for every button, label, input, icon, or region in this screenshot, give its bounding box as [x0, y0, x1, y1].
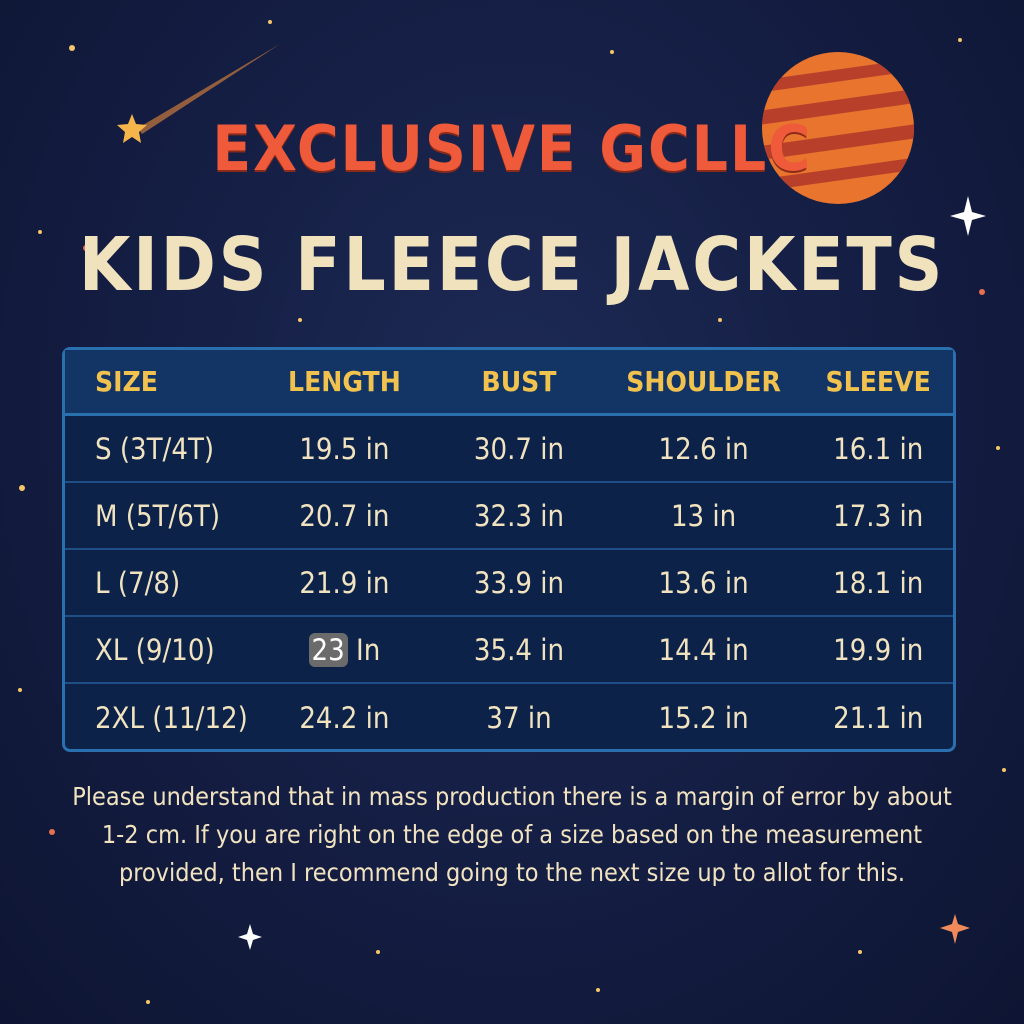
cell-bust: 37 in — [486, 700, 552, 735]
cell-sleeve: 21.1 in — [833, 700, 924, 735]
cell-sleeve: 18.1 in — [833, 565, 924, 600]
product-title: KIDS FLEECE JACKETS — [78, 222, 946, 308]
header-length: LENGTH — [288, 365, 401, 398]
cell-shoulder: 12.6 in — [658, 431, 749, 466]
table-row: XL (9/10) 23 In 35.4 in 14.4 in 19.9 in — [65, 617, 953, 684]
cell-shoulder: 14.4 in — [658, 632, 749, 667]
brand-title: EXCLUSIVE GCLLC — [212, 112, 812, 185]
cell-size: M (5T/6T) — [95, 498, 221, 533]
cell-size: 2XL (11/12) — [95, 700, 248, 735]
cell-size: L (7/8) — [95, 565, 181, 600]
header-shoulder: SHOULDER — [626, 365, 781, 398]
cell-bust: 35.4 in — [473, 632, 565, 667]
table-row: L (7/8) 21.9 in 33.9 in 13.6 in 18.1 in — [65, 550, 953, 617]
cell-bust: 32.3 in — [473, 498, 565, 533]
cell-length: 19.5 in — [299, 431, 390, 466]
cell-size: XL (9/10) — [95, 632, 215, 667]
header-sleeve: SLEEVE — [825, 365, 931, 398]
table-header-row: SIZE LENGTH BUST SHOULDER SLEEVE — [65, 350, 953, 416]
sparkle-icon — [238, 196, 986, 950]
shooting-star-icon — [117, 44, 280, 143]
cell-bust: 33.9 in — [473, 565, 565, 600]
highlighted-value: 23 — [308, 632, 348, 667]
cell-length: 24.2 in — [299, 700, 390, 735]
header-bust: BUST — [481, 365, 557, 398]
planet-icon — [762, 52, 914, 204]
cell-sleeve: 16.1 in — [833, 431, 924, 466]
stars — [18, 20, 1006, 1004]
table-row: S (3T/4T) 19.5 in 30.7 in 12.6 in 16.1 in — [65, 416, 953, 483]
cell-shoulder: 13 in — [670, 498, 737, 533]
table-row: 2XL (11/12) 24.2 in 37 in 15.2 in 21.1 in — [65, 684, 953, 751]
cell-shoulder: 15.2 in — [658, 700, 749, 735]
cell-sleeve: 19.9 in — [833, 632, 924, 667]
header-size: SIZE — [95, 365, 158, 398]
cell-size: S (3T/4T) — [95, 431, 215, 466]
table-row: M (5T/6T) 20.7 in 32.3 in 13 in 17.3 in — [65, 483, 953, 550]
size-chart-table: SIZE LENGTH BUST SHOULDER SLEEVE S (3T/4… — [62, 347, 956, 752]
cell-length: 23 In — [255, 632, 435, 667]
cell-bust: 30.7 in — [473, 431, 565, 466]
cell-length: 20.7 in — [299, 498, 390, 533]
cell-length: 21.9 in — [299, 565, 390, 600]
cell-sleeve: 17.3 in — [833, 498, 924, 533]
cell-shoulder: 13.6 in — [658, 565, 749, 600]
disclaimer-note: Please understand that in mass productio… — [72, 782, 952, 887]
